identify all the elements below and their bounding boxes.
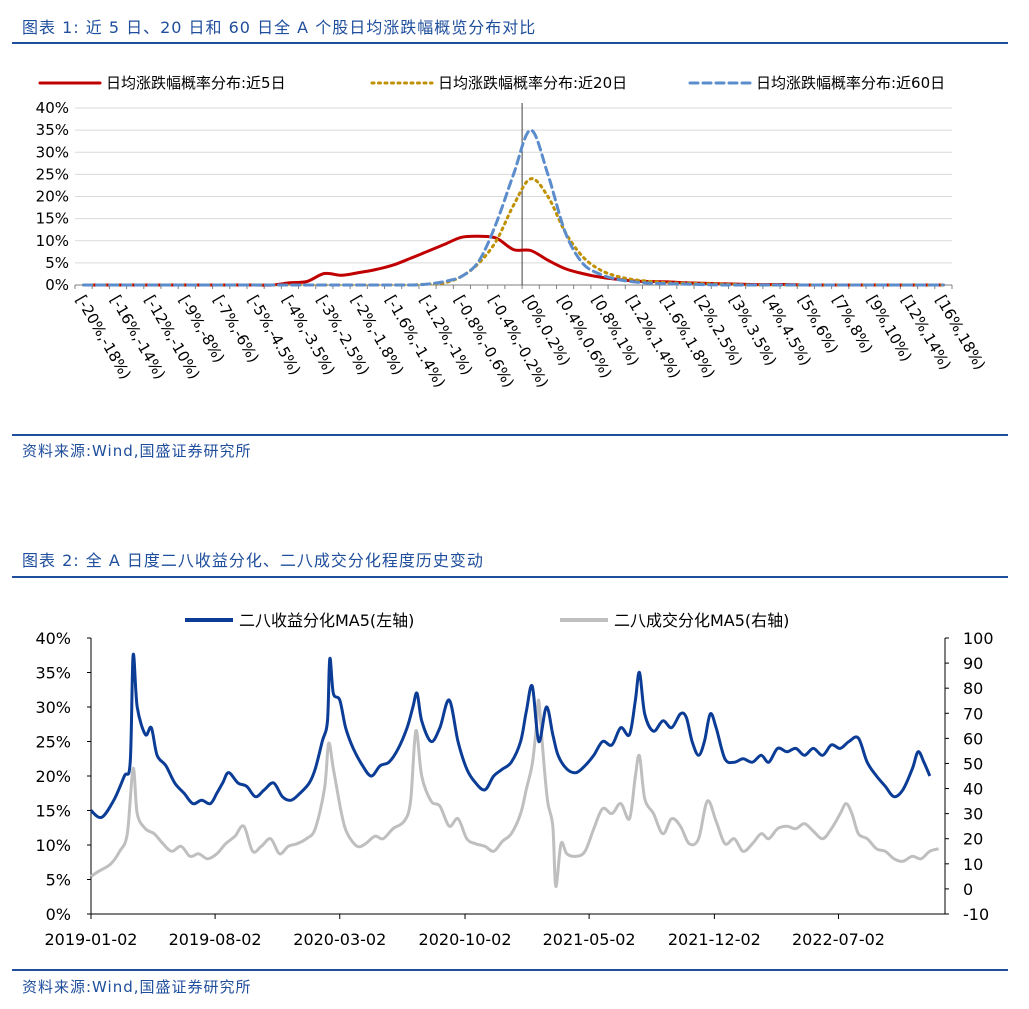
x-tick-label: 2021-05-02 [543, 930, 636, 949]
y-tick-label: 15% [36, 210, 69, 228]
legend-label: 日均涨跌幅概率分布:近20日 [438, 74, 627, 92]
x-tick-label: 2019-01-02 [45, 930, 138, 949]
figure1-chart: 0%5%10%15%20%25%30%35%40%[-20%,-18%)[-16… [36, 74, 989, 391]
figure2-title-rule [12, 576, 1008, 578]
y-tick-label: 35% [36, 121, 69, 139]
series-line-3 [82, 128, 945, 287]
x-tick-label: 2019-08-02 [169, 930, 262, 949]
y-right-tick-label: 50 [963, 754, 983, 773]
y-right-tick-label: 40 [963, 780, 983, 799]
y-tick-label: 20% [36, 188, 69, 206]
series-line-1 [90, 652, 932, 820]
y-right-tick-label: 10 [963, 855, 983, 874]
series-line-2 [90, 698, 939, 888]
y-right-tick-label: 20 [963, 830, 983, 849]
figure2-title: 图表 2: 全 A 日度二八收益分化、二八成交分化程度历史变动 [22, 551, 484, 570]
y-tick-label: 5% [45, 254, 69, 272]
y-right-tick-label: 60 [963, 729, 983, 748]
y-tick-label: 0% [45, 276, 69, 294]
x-tick-label: 2022-07-02 [792, 930, 885, 949]
series-line-2 [82, 177, 945, 287]
y-right-tick-label: 90 [963, 654, 983, 673]
figure1-source-rule [12, 434, 1008, 436]
y-tick-label: 10% [36, 232, 69, 250]
y-left-tick-label: 0% [46, 905, 71, 924]
y-tick-label: 40% [36, 99, 69, 117]
figure1-source: 资料来源:Wind,国盛证券研究所 [22, 442, 252, 460]
y-right-tick-label: 0 [963, 880, 973, 899]
y-left-tick-label: 5% [46, 871, 71, 890]
legend-label: 日均涨跌幅概率分布:近5日 [106, 74, 286, 92]
figure1-title-rule [12, 42, 1008, 44]
y-left-tick-label: 30% [35, 698, 71, 717]
x-tick-label: 2020-10-02 [419, 930, 512, 949]
legend-label: 二八收益分化MA5(左轴) [239, 611, 414, 630]
y-left-tick-label: 20% [35, 767, 71, 786]
y-right-tick-label: 100 [963, 629, 994, 648]
series-line-1 [82, 234, 945, 287]
y-left-tick-label: 35% [35, 664, 71, 683]
y-tick-label: 25% [36, 165, 69, 183]
legend-label: 日均涨跌幅概率分布:近60日 [756, 74, 945, 92]
y-right-tick-label: 30 [963, 805, 983, 824]
figure2-source: 资料来源:Wind,国盛证券研究所 [22, 978, 252, 996]
figure1-title: 图表 1: 近 5 日、20 日和 60 日全 A 个股日均涨跌幅概览分布对比 [22, 18, 537, 37]
y-tick-label: 30% [36, 143, 69, 161]
y-left-tick-label: 25% [35, 733, 71, 752]
y-left-tick-label: 40% [35, 629, 71, 648]
y-left-tick-label: 15% [35, 802, 71, 821]
figure2-chart: 0% 5% 10% 15% 20% 25% 30% 35% 40% -10 0 10 20 30 40 50 6… [35, 611, 994, 949]
y-left-tick-label: 10% [35, 836, 71, 855]
x-tick-label: 2021-12-02 [668, 930, 761, 949]
y-right-tick-label: 70 [963, 704, 983, 723]
y-right-tick-label: 80 [963, 679, 983, 698]
x-tick-label: 2020-03-02 [293, 930, 386, 949]
figure2-source-rule [12, 969, 1008, 971]
y-right-tick-label: -10 [963, 905, 989, 924]
legend-label: 二八成交分化MA5(右轴) [614, 611, 789, 630]
